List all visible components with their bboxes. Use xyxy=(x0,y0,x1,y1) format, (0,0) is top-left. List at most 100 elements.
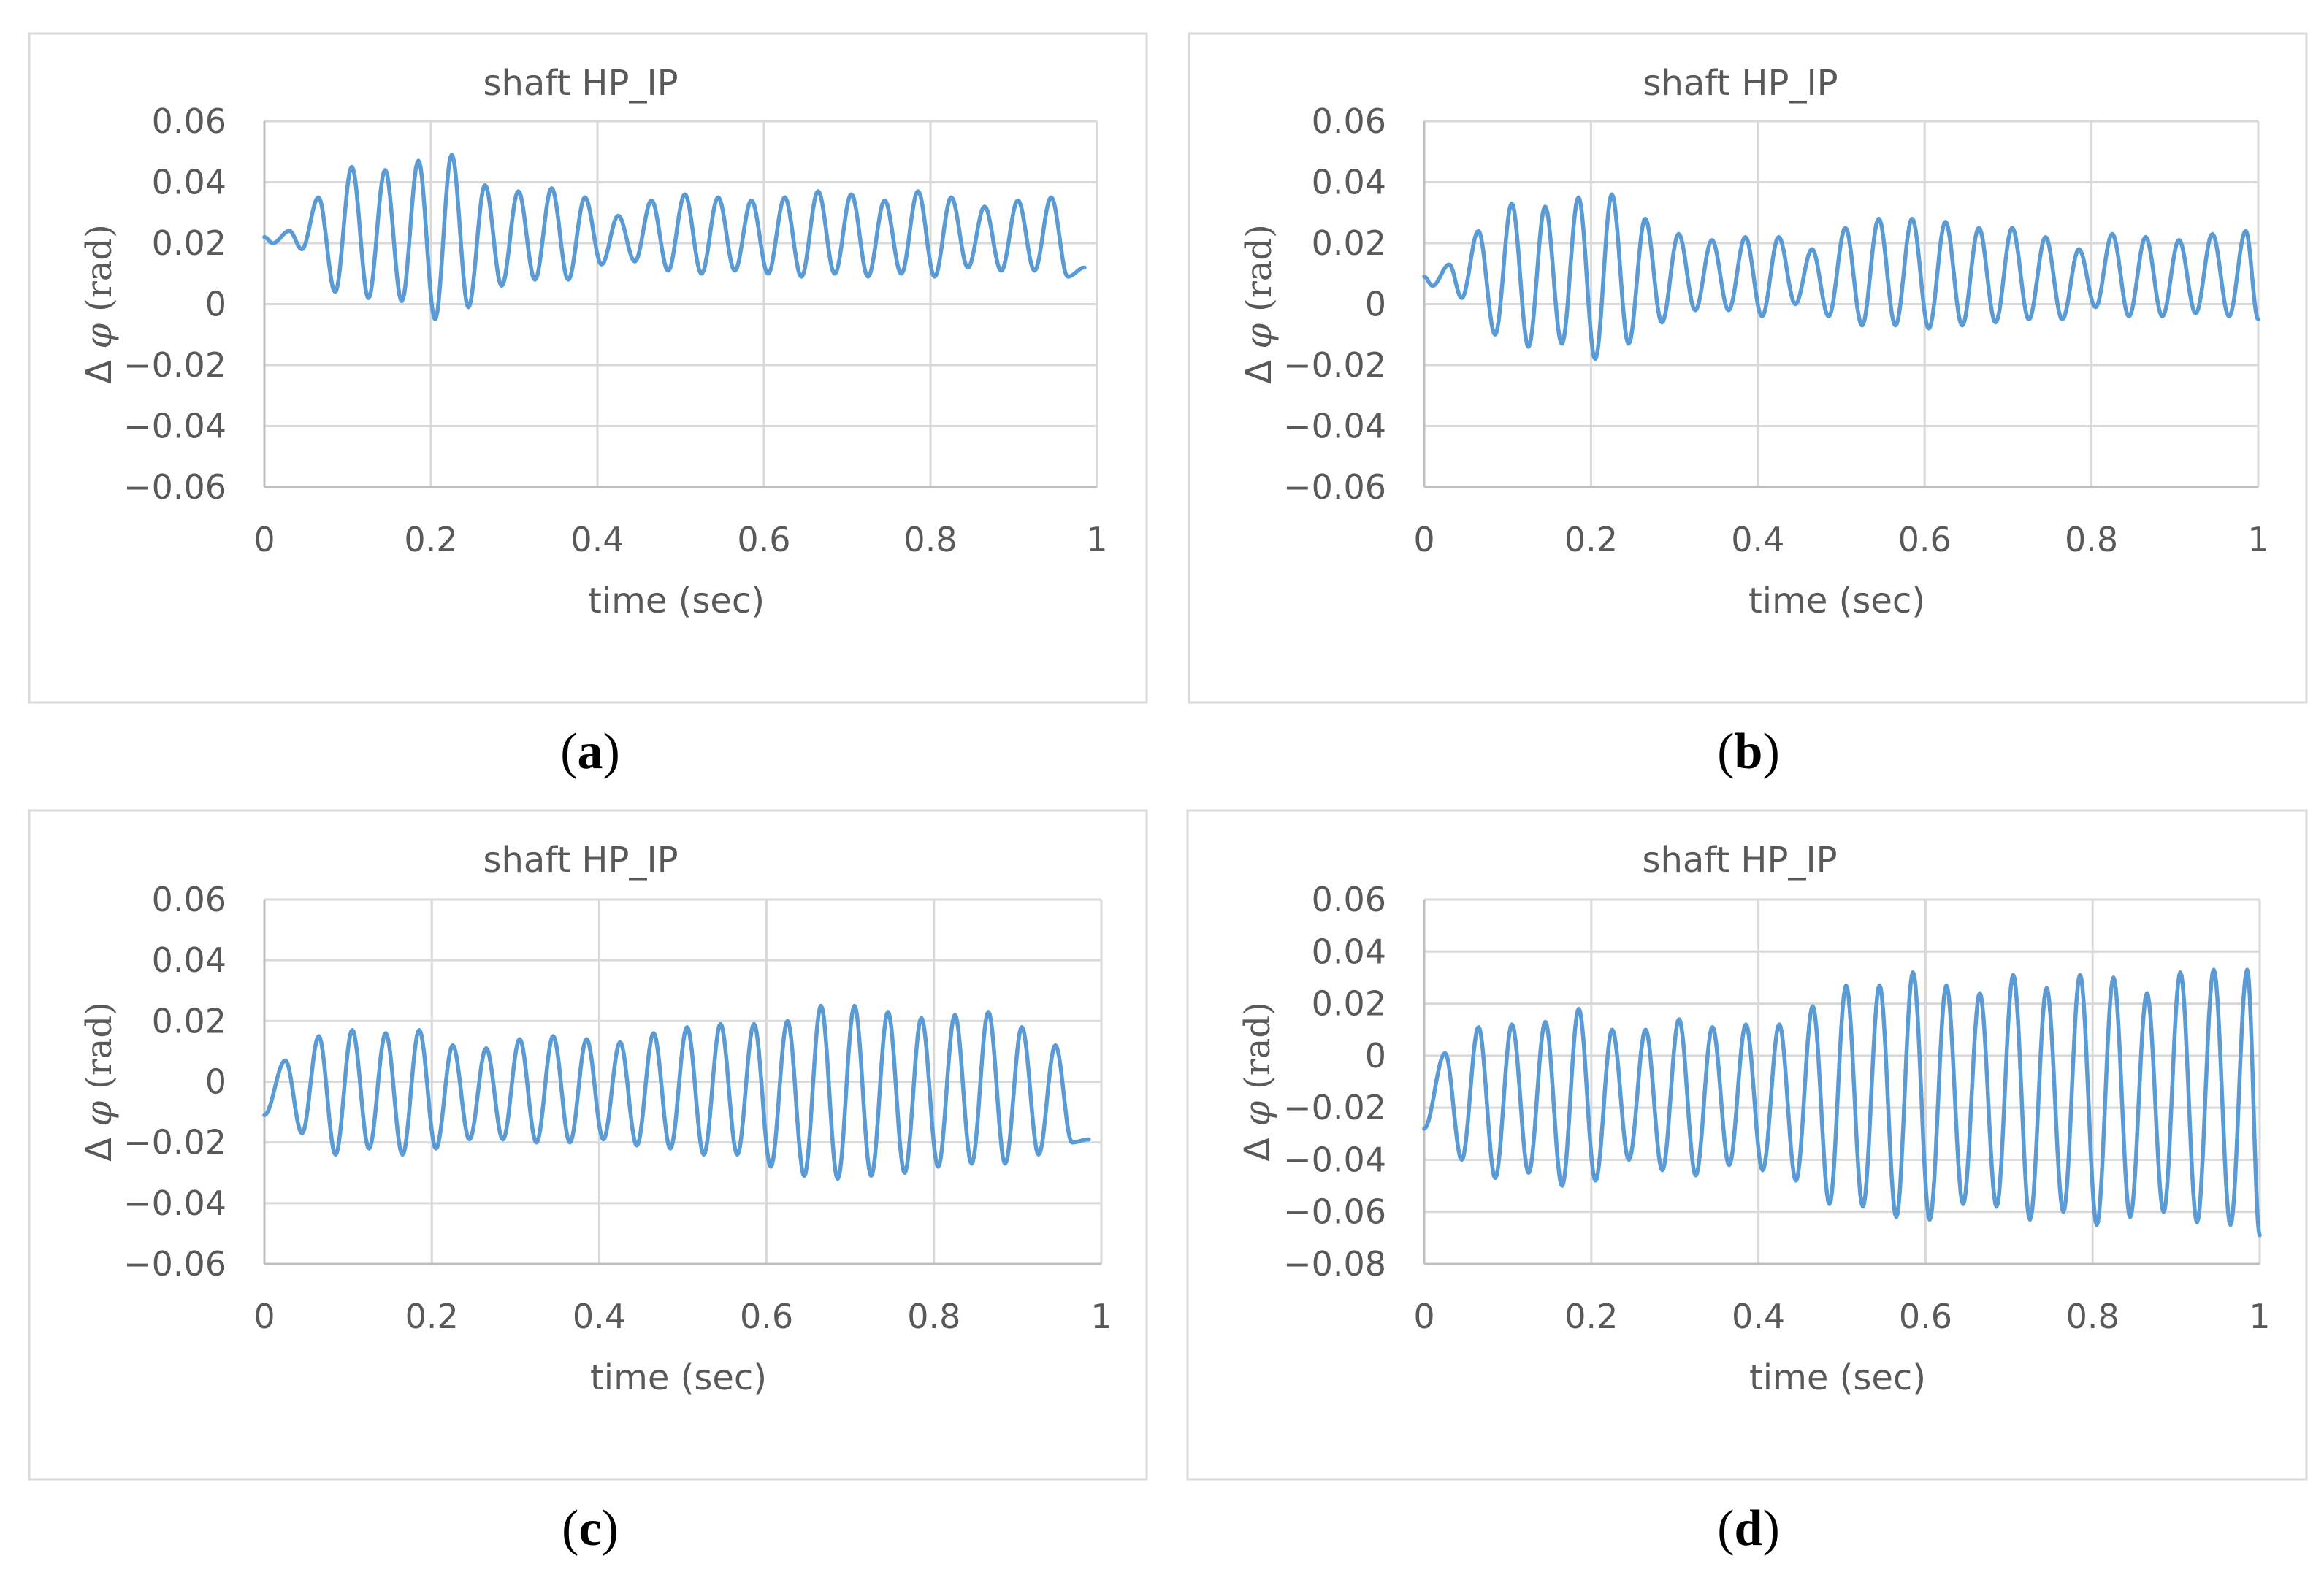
y-axis-title-symbol: φ xyxy=(1236,1089,1278,1127)
x-tick-label: 0.8 xyxy=(2065,520,2118,559)
y-tick-label: 0.06 xyxy=(1312,101,1386,141)
chart-frame xyxy=(1186,809,2308,1481)
caption-letter: b xyxy=(1735,724,1763,780)
chart-title: shaft HP_IP xyxy=(483,63,678,104)
y-tick-label: 0.02 xyxy=(152,223,226,263)
y-tick-label: 0 xyxy=(1365,285,1386,324)
y-axis-title: Δ φ (rad) xyxy=(1237,224,1280,384)
panel-caption: (a) xyxy=(560,724,620,780)
y-tick-label: 0 xyxy=(205,1062,226,1102)
panel-caption: (b) xyxy=(1717,724,1780,780)
chart-frame xyxy=(28,809,1148,1481)
x-tick-label: 0.6 xyxy=(737,520,790,559)
y-axis-title-unit: (rad) xyxy=(1239,224,1280,312)
y-tick-label: 0.06 xyxy=(1312,880,1386,919)
y-tick-label: −0.06 xyxy=(1283,467,1386,507)
y-axis-title: Δ φ (rad) xyxy=(1236,1002,1278,1162)
x-tick-label: 0 xyxy=(1413,1297,1434,1336)
x-tick-label: 1 xyxy=(2247,520,2268,559)
x-tick-label: 1 xyxy=(1086,520,1107,559)
y-tick-label: −0.06 xyxy=(123,467,226,507)
panel-caption: (d) xyxy=(1717,1500,1780,1557)
y-tick-label: 0.04 xyxy=(1312,163,1386,202)
chart-title: shaft HP_IP xyxy=(483,840,678,881)
series-line xyxy=(1422,967,2262,1238)
y-tick-label: −0.04 xyxy=(1283,407,1386,446)
y-tick-label: −0.06 xyxy=(123,1244,226,1284)
x-axis-title: time (sec) xyxy=(590,1357,767,1398)
chart-panel-c: shaft HP_IP 0 0.2 0.4 0.6 0.8 1 0.06 0.04 0.02 0 −0… xyxy=(28,809,1148,1557)
y-tick-label: 0.06 xyxy=(152,101,226,141)
y-tick-label: −0.04 xyxy=(123,407,226,446)
panel-caption: (c) xyxy=(562,1500,619,1557)
caption-letter: c xyxy=(578,1500,601,1557)
caption-letter: d xyxy=(1735,1500,1763,1557)
x-tick-label: 0.6 xyxy=(1898,520,1952,559)
x-tick-label: 0.2 xyxy=(404,520,457,559)
x-tick-label: 0 xyxy=(253,520,275,559)
x-axis-title: time (sec) xyxy=(588,580,765,621)
chart-frame xyxy=(1188,32,2308,704)
chart-panel-b: shaft HP_IP 0 0.2 0.4 0.6 0.8 1 0.06 0.04 0.02 0 −0… xyxy=(1188,32,2308,780)
caption-open: ( xyxy=(1717,724,1734,780)
x-tick-label: 0.2 xyxy=(405,1297,459,1336)
x-tick-label: 1 xyxy=(1090,1297,1112,1336)
chart-title: shaft HP_IP xyxy=(1643,63,1838,104)
x-tick-label: 0.4 xyxy=(1731,520,1784,559)
y-axis-title-delta: Δ xyxy=(79,349,120,384)
y-tick-label: 0.02 xyxy=(1312,984,1386,1024)
caption-close: ) xyxy=(1762,1500,1779,1557)
y-axis-title-unit: (rad) xyxy=(79,1002,120,1089)
y-tick-label: 0.04 xyxy=(152,940,226,980)
y-axis-title-symbol: φ xyxy=(77,1089,120,1127)
y-tick-label: 0.06 xyxy=(152,880,226,919)
series-line xyxy=(262,153,1087,322)
x-tick-label: 0.8 xyxy=(2066,1297,2119,1336)
x-tick-label: 0.4 xyxy=(1732,1297,1785,1336)
y-axis-title-unit: (rad) xyxy=(79,224,120,312)
chart-title: shaft HP_IP xyxy=(1642,840,1837,881)
y-axis-title-symbol: φ xyxy=(1237,312,1280,349)
y-axis-title-unit: (rad) xyxy=(1237,1002,1278,1089)
y-tick-label: −0.02 xyxy=(123,1123,226,1162)
x-tick-label: 0.6 xyxy=(740,1297,793,1336)
caption-close: ) xyxy=(603,724,620,780)
caption-close: ) xyxy=(1762,724,1779,780)
y-tick-label: 0.04 xyxy=(1312,932,1386,971)
y-tick-label: 0.04 xyxy=(152,163,226,202)
x-tick-label: 0.4 xyxy=(573,1297,626,1336)
x-tick-label: 0.6 xyxy=(1899,1297,1952,1336)
y-tick-label: −0.04 xyxy=(123,1184,226,1223)
caption-open: ( xyxy=(562,1500,578,1557)
y-tick-label: 0.02 xyxy=(1312,223,1386,263)
y-axis-title-delta: Δ xyxy=(79,1127,120,1162)
x-axis-title: time (sec) xyxy=(1748,580,1925,621)
chart-frame xyxy=(28,32,1148,704)
y-tick-label: 0.02 xyxy=(152,1001,226,1040)
x-tick-label: 0.8 xyxy=(903,520,957,559)
x-tick-label: 0 xyxy=(253,1297,275,1336)
caption-open: ( xyxy=(1717,1500,1734,1557)
x-tick-label: 0.4 xyxy=(570,520,624,559)
y-tick-label: 0 xyxy=(205,285,226,324)
y-tick-label: −0.02 xyxy=(1283,345,1386,385)
y-tick-label: −0.02 xyxy=(1283,1088,1386,1127)
chart-panel-a: shaft HP_IP 0 0.2 0.4 0.6 0.8 1 0.06 0.04 0.02 0 −0… xyxy=(28,32,1148,780)
x-tick-label: 1 xyxy=(2249,1297,2270,1336)
caption-close: ) xyxy=(602,1500,619,1557)
chart-panel-d: shaft HP_IP 0 0.2 0.4 0.6 0.8 1 0.06 0.04 0.02 0 −0… xyxy=(1186,809,2308,1557)
y-tick-label: 0 xyxy=(1365,1036,1386,1076)
caption-open: ( xyxy=(560,724,577,780)
y-axis-title-symbol: φ xyxy=(77,312,120,349)
y-tick-label: −0.04 xyxy=(1283,1140,1386,1179)
caption-letter: a xyxy=(578,724,603,780)
x-tick-label: 0 xyxy=(1413,520,1434,559)
x-axis-title: time (sec) xyxy=(1749,1357,1926,1398)
y-axis-title-delta: Δ xyxy=(1237,1127,1278,1162)
x-tick-label: 0.2 xyxy=(1564,520,1618,559)
y-tick-label: −0.08 xyxy=(1283,1244,1386,1284)
y-axis-title: Δ φ (rad) xyxy=(77,1002,120,1162)
y-axis-title: Δ φ (rad) xyxy=(77,224,120,384)
y-tick-label: −0.06 xyxy=(1283,1192,1386,1232)
x-tick-label: 0.8 xyxy=(907,1297,960,1336)
